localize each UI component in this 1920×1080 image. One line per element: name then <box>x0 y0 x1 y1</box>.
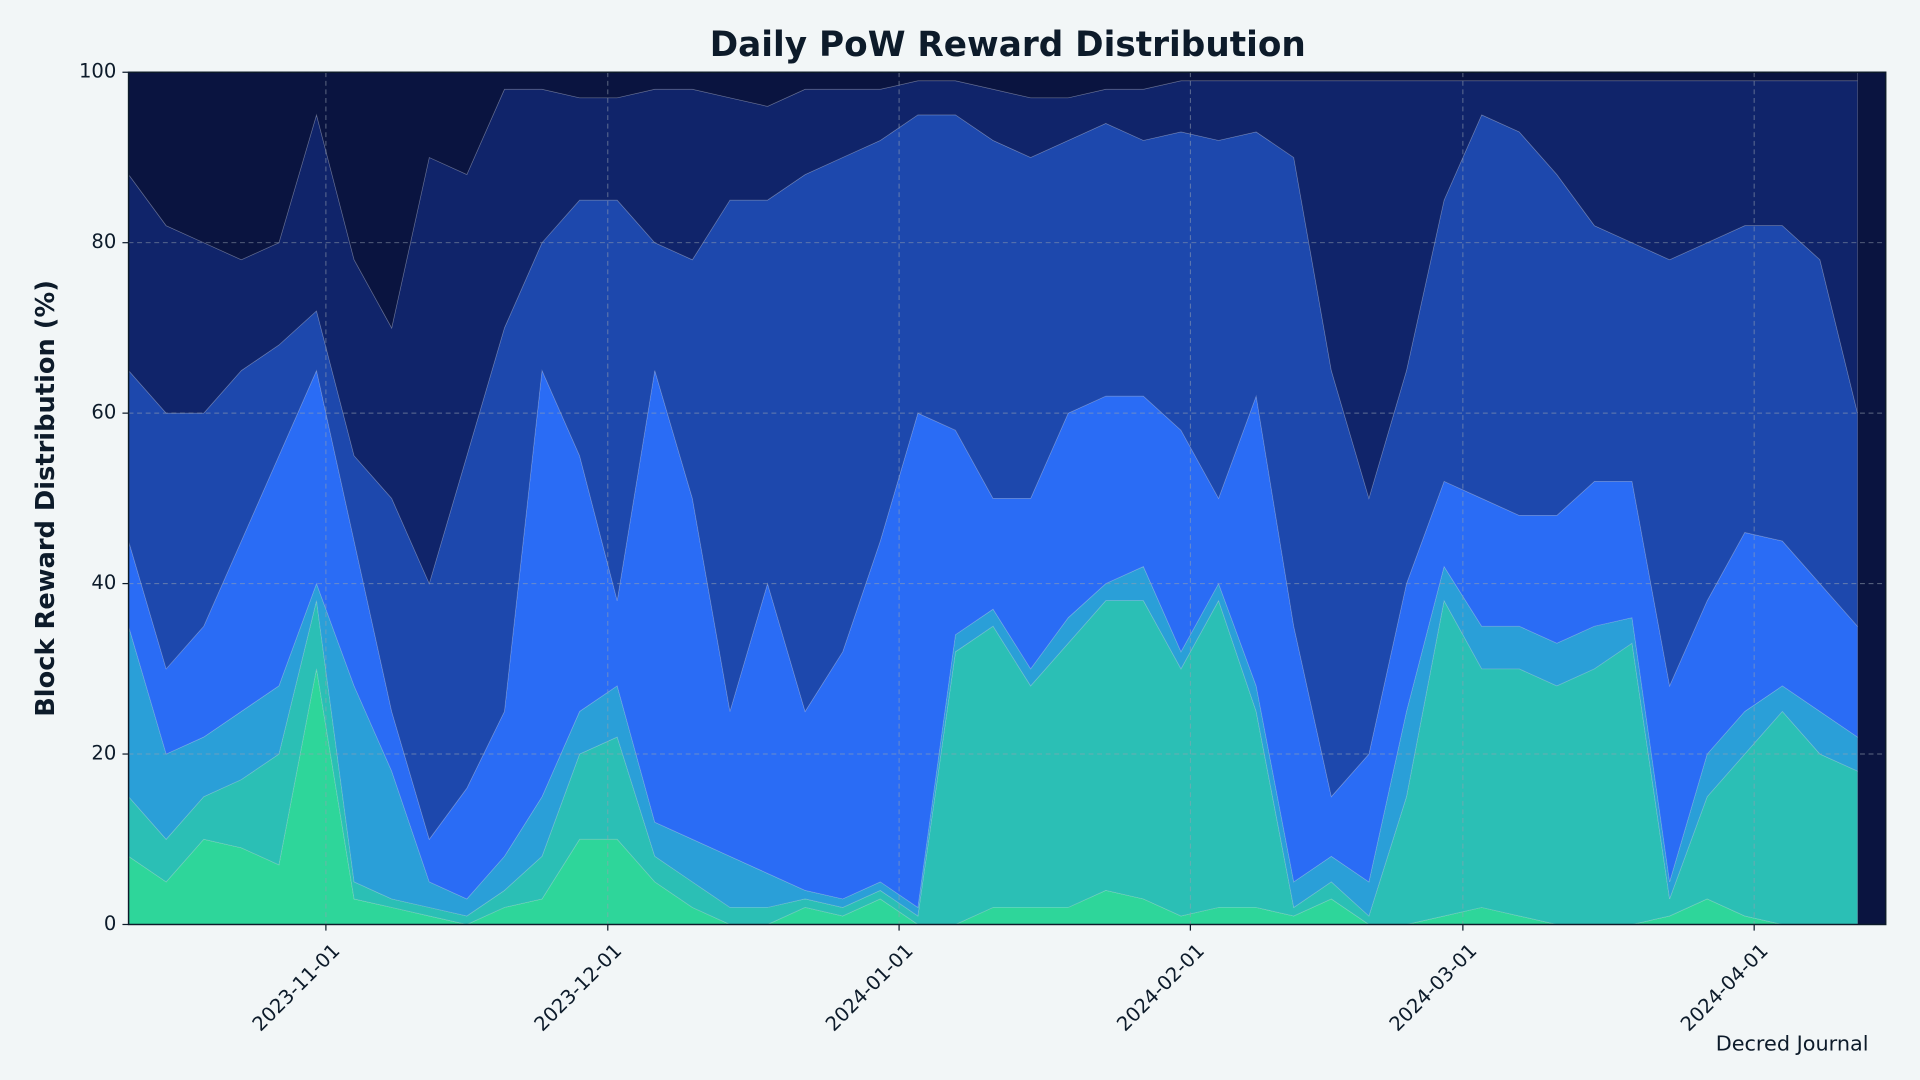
y-tick-label: 0 <box>104 912 116 935</box>
y-tick-label: 100 <box>79 60 116 83</box>
y-tick-label: 60 <box>91 401 116 424</box>
y-axis-label: Block Reward Distribution (%) <box>31 280 61 717</box>
plot-areas <box>128 71 1886 925</box>
y-tick-label: 20 <box>91 742 116 765</box>
y-tick-label: 80 <box>91 230 116 253</box>
chart-title: Daily PoW Reward Distribution <box>710 25 1306 65</box>
source: Decred Journal <box>1716 1031 1869 1055</box>
plot-frame <box>127 71 1887 926</box>
y-tick-label: 40 <box>91 571 116 594</box>
area-series <box>128 114 1858 841</box>
